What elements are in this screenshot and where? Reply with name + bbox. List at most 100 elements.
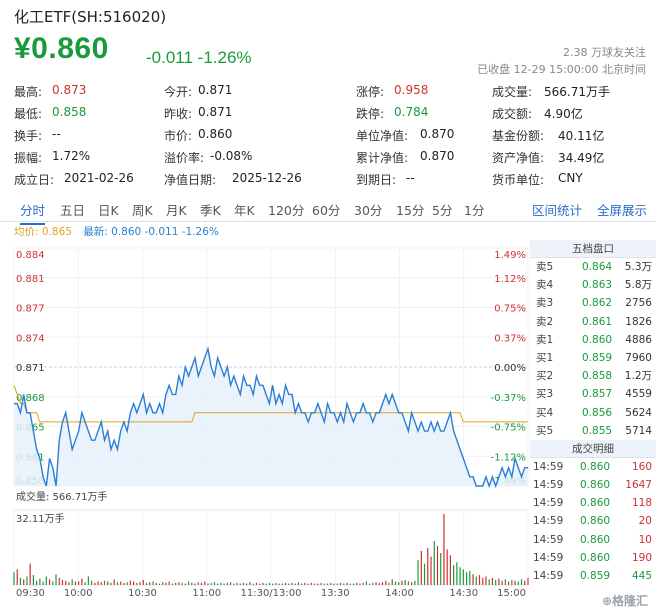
order-volume: 5.3万: [624, 261, 652, 273]
stat-label: 成立日:: [14, 173, 55, 187]
stat-label: 基金份额:: [492, 129, 545, 143]
trade-row: 14:59 0.860 20: [530, 512, 656, 530]
time-tick-label: 09:30: [16, 588, 45, 599]
price-tick-label: 0.871: [16, 363, 45, 374]
order-book-row: 买2 0.858 1.2万: [530, 367, 656, 385]
stat-value: 566.71万手: [544, 85, 610, 99]
trade-price: 0.860: [580, 460, 611, 473]
stat-label: 资产净值:: [492, 151, 545, 165]
order-side: 卖4: [536, 279, 554, 292]
tab-1[interactable]: 五日: [60, 203, 86, 218]
fullscreen-link[interactable]: 全屏展示: [597, 203, 648, 218]
order-book-row: 卖3 0.862 2756: [530, 294, 656, 312]
trade-time: 14:59: [533, 515, 564, 528]
order-book-row: 卖2 0.861 1826: [530, 313, 656, 331]
trade-row: 14:59 0.860 190: [530, 549, 656, 567]
stat-label: 跌停:: [356, 107, 385, 121]
order-side: 买4: [536, 406, 554, 419]
stat-label: 今开:: [164, 85, 193, 99]
pct-tick-label: 0.75%: [494, 304, 526, 315]
stat-value: --: [52, 127, 61, 141]
trade-time: 14:59: [533, 460, 564, 473]
pct-tick-label: -0.37%: [491, 393, 526, 404]
tab-7[interactable]: 120分: [268, 203, 305, 218]
stat-value: 0.871: [198, 83, 233, 97]
trade-price: 0.859: [580, 570, 611, 582]
stat-value: 2021-02-26: [64, 171, 134, 185]
stat-value: 0.870: [420, 127, 455, 141]
volume-total-label: 成交量: 566.71万手: [16, 490, 108, 503]
stat-value: 2025-12-26: [232, 171, 302, 185]
order-volume: 2756: [625, 297, 652, 310]
price-tick-label: 0.877: [16, 304, 45, 315]
tab-5[interactable]: 季K: [200, 203, 221, 218]
stat-value: 34.49亿: [558, 151, 605, 165]
trade-volume: 190: [631, 551, 652, 564]
order-price: 0.863: [582, 279, 613, 292]
order-book-row: 卖1 0.860 4886: [530, 331, 656, 349]
stat-label: 成交量:: [492, 85, 533, 99]
stats-row: 最低: 0.858 昨收: 0.871 跌停: 0.784 成交额: 4.90亿: [14, 105, 654, 127]
tab-0[interactable]: 分时: [20, 200, 46, 225]
tab-8[interactable]: 60分: [312, 203, 341, 218]
followers-count[interactable]: 2.38 万球友关注: [563, 46, 646, 59]
stat-label: 振幅:: [14, 151, 43, 165]
order-side: 卖1: [536, 333, 554, 346]
tab-6[interactable]: 年K: [234, 203, 255, 218]
order-book-row: 买4 0.856 5624: [530, 404, 656, 422]
stat-label: 货币单位:: [492, 173, 545, 187]
volume-max-label: 32.11万手: [16, 512, 65, 525]
time-tick-label: 10:30: [128, 588, 157, 599]
price-line: [14, 345, 528, 489]
trades-title: 成交明细: [530, 439, 656, 458]
tab-3[interactable]: 周K: [132, 203, 153, 218]
avg-price-line: [13, 385, 528, 423]
trade-row: 14:59 0.860 10: [530, 531, 656, 549]
trade-time: 14:59: [533, 479, 564, 492]
tab-4[interactable]: 月K: [166, 203, 187, 218]
order-book-row: 买5 0.855 5714: [530, 422, 656, 440]
tab-11[interactable]: 5分: [432, 203, 453, 218]
chart-period-tabs: 分时 五日 日K 周K 月K 季K 年K 120分 60分 30分 15分 5分 1分 区间统计 全屏展示: [0, 196, 656, 225]
stat-label: 累计净值:: [356, 151, 409, 165]
order-price: 0.859: [582, 351, 613, 364]
intraday-chart[interactable]: 0.884 1.49% 0.881 1.12% 0.877 0.75% 0.874 0.37%…: [0, 238, 530, 615]
order-price: 0.855: [582, 424, 613, 437]
stat-label: 到期日:: [356, 173, 397, 187]
order-side: 买5: [536, 424, 554, 437]
trade-price: 0.860: [580, 533, 611, 546]
chart-legend: 均价: 0.865 最新: 0.860 -0.011 -1.26%: [14, 224, 219, 239]
trade-volume: 20: [638, 515, 652, 528]
time-tick-label: 15:00: [497, 588, 526, 599]
trade-volume: 10: [638, 533, 652, 546]
stat-value: -0.08%: [210, 149, 253, 163]
trade-time: 14:59: [533, 497, 564, 510]
order-book-row: 买1 0.859 7960: [530, 349, 656, 367]
order-volume: 5.8万: [624, 279, 652, 292]
order-side: 卖3: [536, 297, 554, 310]
stat-value: 1.72%: [52, 149, 91, 163]
price-area-fill: [14, 348, 528, 486]
tab-2[interactable]: 日K: [98, 203, 119, 218]
order-volume: 4559: [625, 388, 652, 401]
trade-volume: 118: [631, 497, 652, 510]
stat-value: CNY: [558, 171, 583, 185]
order-price: 0.856: [582, 406, 613, 419]
stat-label: 涨停:: [356, 85, 385, 99]
stat-value: 0.870: [420, 149, 455, 163]
stat-value: 0.958: [394, 83, 429, 97]
trade-row: 14:59 0.859 445: [530, 567, 656, 585]
stats-row: 成立日: 2021-02-26 净值日期: 2025-12-26 到期日: -- 货币单位:…: [14, 171, 654, 193]
tab-9[interactable]: 30分: [354, 203, 383, 218]
tab-10[interactable]: 15分: [396, 203, 425, 218]
range-stats-link[interactable]: 区间统计: [532, 203, 583, 218]
fund-title: 化工ETF(SH:516020): [14, 8, 167, 26]
stat-label: 最高:: [14, 85, 43, 99]
stat-value: 0.871: [198, 105, 233, 119]
stat-label: 净值日期:: [164, 173, 217, 187]
tab-12[interactable]: 1分: [464, 203, 485, 218]
pct-tick-label: 0.00%: [494, 363, 526, 374]
order-book-panel: 五档盘口 卖5 0.864 5.3万 卖4 0.863 5.8万 卖3 0.862 2756 卖2 0…: [530, 240, 656, 585]
current-price: ¥0.860: [14, 32, 109, 65]
stat-label: 昨收:: [164, 107, 193, 121]
